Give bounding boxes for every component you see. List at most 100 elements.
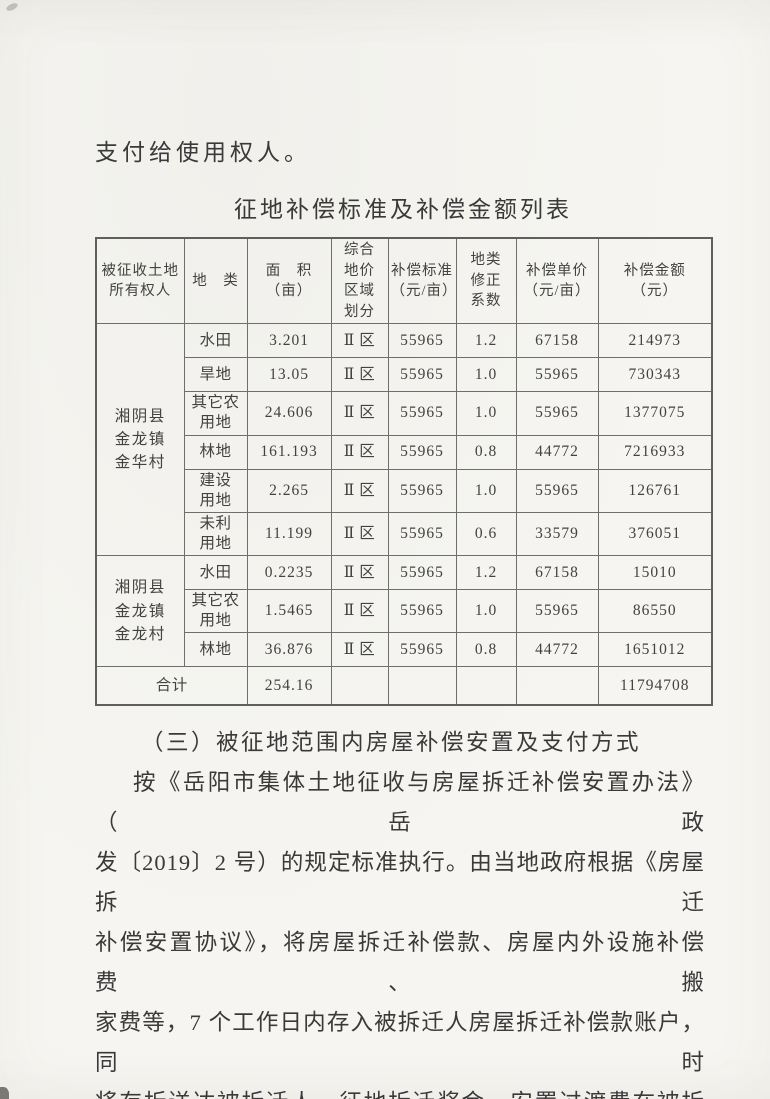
zone-cell: Ⅱ 区 (330, 589, 389, 634)
table-row: 其它农 用地 24.606 Ⅱ 区 55965 1.0 55965 137707… (96, 391, 713, 436)
factor-cell: 1.2 (455, 323, 517, 359)
header-zone: 综合 地价 区域 划分 (330, 237, 389, 325)
unit-price-cell: 55965 (515, 589, 599, 634)
factor-cell: 1.2 (455, 555, 517, 591)
standard-cell: 55965 (387, 589, 457, 634)
header-area: 面 积 （亩） (246, 237, 332, 325)
unit-price-cell: 55965 (515, 468, 599, 513)
standard-cell: 55965 (387, 434, 457, 470)
land-type-cell: 建设 用地 (183, 468, 248, 513)
land-type-cell: 水田 (183, 323, 248, 359)
header-owner: 被征收土地 所有权人 (95, 237, 185, 325)
factor-cell: 0.6 (455, 511, 517, 557)
factor-cell: 1.0 (455, 357, 517, 393)
table-row: 林地 161.193 Ⅱ 区 55965 0.8 44772 7216933 (96, 434, 713, 470)
unit-price-cell: 44772 (515, 434, 599, 470)
table-row: 建设 用地 2.265 Ⅱ 区 55965 1.0 55965 126761 (96, 468, 713, 513)
empty-cell (515, 666, 599, 706)
area-cell: 161.193 (246, 434, 332, 470)
standard-cell: 55965 (387, 323, 457, 359)
land-type-cell: 水田 (183, 555, 248, 591)
amount-cell: 1377075 (597, 391, 713, 436)
land-type-cell: 旱地 (183, 357, 248, 393)
amount-cell: 15010 (597, 555, 713, 591)
table-title: 征地补偿标准及补偿金额列表 (234, 197, 572, 222)
header-land-type: 地 类 (183, 237, 248, 325)
zone-cell: Ⅱ 区 (330, 632, 389, 668)
header-standard: 补偿标准 （元/亩） (387, 237, 457, 325)
standard-cell: 55965 (387, 555, 457, 591)
paragraph-line: 补偿安置协议》，将房屋拆迁补偿款、房屋内外设施补偿费、搬 (95, 929, 705, 995)
standard-cell: 55965 (387, 511, 457, 557)
area-cell: 36.876 (246, 632, 332, 668)
compensation-table: 被征收土地 所有权人 地 类 面 积 （亩） 综合 地价 区域 划分 补偿标准 … (95, 237, 713, 706)
standard-cell: 55965 (387, 468, 457, 513)
standard-cell: 55965 (387, 632, 457, 668)
zone-cell: Ⅱ 区 (330, 468, 389, 513)
total-label-cell: 合计 (95, 666, 248, 706)
area-cell: 1.5465 (246, 589, 332, 634)
zone-cell: Ⅱ 区 (330, 511, 389, 557)
unit-price-cell: 67158 (515, 555, 599, 591)
header-row: 被征收土地 所有权人 地 类 面 积 （亩） 综合 地价 区域 划分 补偿标准 … (95, 237, 713, 325)
factor-cell: 0.8 (455, 632, 517, 668)
scan-artifact-top-left (5, 1, 19, 13)
body-paragraphs: （三）被征地范围内房屋补偿安置及支付方式 按《岳阳市集体土地征收与房屋拆迁补偿安… (95, 723, 705, 1099)
table-row: 林地 36.876 Ⅱ 区 55965 0.8 44772 1651012 (96, 632, 713, 668)
table-row: 其它农 用地 1.5465 Ⅱ 区 55965 1.0 55965 86550 (96, 589, 713, 634)
owner-cell: 湘阴县 金龙镇 金华村 (95, 323, 185, 557)
amount-cell: 1651012 (597, 632, 713, 668)
zone-cell: Ⅱ 区 (330, 323, 389, 359)
amount-cell: 7216933 (597, 434, 713, 470)
paragraph-line: 家费等，7 个工作日内存入被拆迁人房屋拆迁补偿款账户，同时 (95, 1009, 705, 1075)
paragraph-line: 发〔2019〕2 号）的规定标准执行。由当地政府根据《房屋拆迁 (95, 849, 705, 915)
unit-price-cell: 33579 (515, 511, 599, 557)
unit-price-cell: 67158 (515, 323, 599, 359)
standard-cell: 55965 (387, 391, 457, 436)
area-cell: 0.2235 (246, 555, 332, 591)
header-amount: 补偿金额 （元） (597, 237, 713, 325)
table-row: 湘阴县 金龙镇 金华村 水田 3.201 Ⅱ 区 55965 1.2 67158… (95, 323, 713, 557)
table-row: 旱地 13.05 Ⅱ 区 55965 1.0 55965 730343 (96, 357, 713, 393)
unit-price-cell: 55965 (515, 391, 599, 436)
paragraph-line: 将存折送达被拆迁人。征地拆迁奖金、安置过渡费在被拆迁户完 (95, 1083, 705, 1099)
area-cell: 3.201 (246, 323, 332, 359)
unit-price-cell: 55965 (515, 357, 599, 393)
table-row: 湘阴县 金龙镇 金龙村 水田 0.2235 Ⅱ 区 55965 1.2 6715… (95, 555, 713, 668)
area-cell: 13.05 (246, 357, 332, 393)
document-content: 支付给使用权人。 征地补偿标准及补偿金额列表 被征收土地 所有权人 地 类 面 … (95, 138, 713, 1099)
empty-cell (455, 666, 517, 706)
amount-cell: 126761 (597, 468, 713, 513)
land-type-cell: 未利 用地 (183, 511, 248, 557)
total-amount-cell: 11794708 (597, 666, 713, 706)
factor-cell: 1.0 (455, 391, 517, 436)
land-type-cell: 林地 (183, 632, 248, 668)
zone-cell: Ⅱ 区 (330, 391, 389, 436)
amount-cell: 730343 (597, 357, 713, 393)
area-cell: 11.199 (246, 511, 332, 557)
empty-cell (330, 666, 389, 706)
section-heading: （三）被征地范围内房屋补偿安置及支付方式 (141, 729, 642, 755)
total-area-cell: 254.16 (246, 666, 332, 706)
factor-cell: 1.0 (455, 589, 517, 634)
area-cell: 2.265 (246, 468, 332, 513)
factor-cell: 1.0 (455, 468, 517, 513)
factor-cell: 0.8 (455, 434, 517, 470)
table-row: 未利 用地 11.199 Ⅱ 区 55965 0.6 33579 376051 (96, 511, 713, 557)
unit-price-cell: 44772 (515, 632, 599, 668)
standard-cell: 55965 (387, 357, 457, 393)
scan-artifact-bottom-left (0, 1087, 9, 1099)
intro-text: 支付给使用权人。 (95, 140, 311, 165)
land-type-cell: 其它农 用地 (183, 391, 248, 436)
zone-cell: Ⅱ 区 (330, 434, 389, 470)
total-row: 合计 254.16 11794708 (95, 666, 713, 706)
area-cell: 24.606 (246, 391, 332, 436)
amount-cell: 376051 (597, 511, 713, 557)
header-unit-price: 补偿单价 （元/亩） (515, 237, 599, 325)
land-type-cell: 其它农 用地 (183, 589, 248, 634)
empty-cell (387, 666, 457, 706)
amount-cell: 214973 (597, 323, 713, 359)
amount-cell: 86550 (597, 589, 713, 634)
owner-cell: 湘阴县 金龙镇 金龙村 (95, 555, 185, 668)
